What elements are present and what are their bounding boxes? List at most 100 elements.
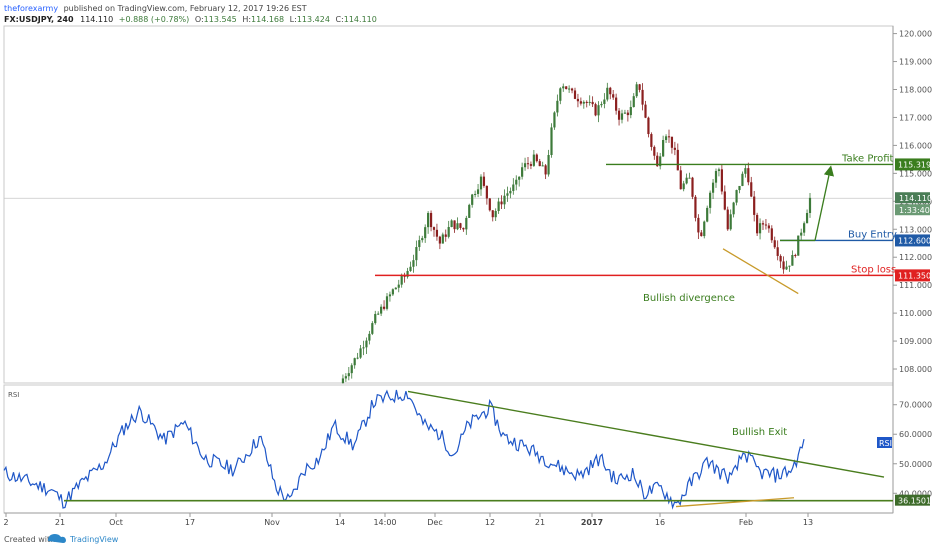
tradingview-logo-icon [48,534,66,543]
candle-body [450,220,453,227]
rsi-tick-label: 60.0000 [899,430,932,439]
time-tick-label: 13 [803,518,813,527]
ohlc-high-label: H: [242,15,251,24]
time-tick-label: 14:00 [373,518,396,527]
time-tick-label: Feb [739,518,753,527]
candle-body [703,221,706,237]
candle-body [682,183,685,190]
published-text: published on TradingView.com, February 1… [64,4,307,13]
candle-body [503,195,506,205]
candle-body [750,182,753,197]
candle-body [532,154,535,166]
candle-body [350,365,353,374]
rsi-series: Bullish Exit [3,389,893,510]
price-tick-label: 118.000 [899,85,932,94]
candle-body [562,86,565,89]
candle-body [371,323,374,334]
price-panel[interactable] [3,25,894,384]
candle-body [444,234,447,237]
price-tick-label: 120.000 [899,30,932,39]
header-line-1: theforexarmy published on TradingView.co… [4,4,307,13]
candle-body [653,146,656,156]
rsi-axis: 40.0000 50.0000 60.0000 70.0000 [893,401,932,498]
time-tick-label: Oct [109,518,123,527]
candle-body [747,168,750,183]
candle-body [591,101,594,105]
candle-body [403,275,406,277]
stop-loss-price-badge-text: 111.350 [898,271,931,280]
candle-body [620,113,624,120]
candle-body [600,103,603,106]
candle-body [526,163,530,165]
candle-body [406,270,409,277]
rsi-badge-label: RSI [879,439,892,448]
symbol-label: FX:USDJPY, 240 [4,15,74,24]
candle-body [550,127,553,156]
candle-body [441,234,444,244]
candle-body [368,333,371,341]
candle-body [758,223,762,234]
target-arrow [814,165,834,241]
rsi-badge-group: RSI RSI 36.1501 [8,391,931,506]
candle-body [576,98,580,102]
candle-body [397,284,400,288]
candle-body [385,296,389,309]
candle-body [782,261,785,270]
candle-body [788,265,791,267]
rsi-panel[interactable] [3,384,894,514]
tradingview-brand-link[interactable]: TradingView [69,535,119,544]
candle-body [491,210,494,218]
rsi-tick-label: 70.0000 [899,401,932,410]
countdown-text: 1:33:40 [899,206,930,215]
candle-body [353,358,356,366]
candle-body [717,169,721,171]
time-tick-label: 21 [535,518,545,527]
candle-body [391,289,394,295]
time-tick-label: Dec [427,518,442,527]
candle-body [720,169,723,192]
candle-body [603,99,606,104]
candle-body [547,155,550,175]
candle-body [673,147,676,150]
candle-body [711,182,715,193]
candle-body [500,201,503,205]
candle-body [685,177,688,184]
candle-body [638,84,641,90]
candle-body [479,176,483,190]
candle-body [738,185,741,191]
author-link[interactable]: theforexarmy [4,4,58,13]
candle-body [585,101,588,103]
candle-body [808,197,812,213]
header-line-2: FX:USDJPY, 240 114.110 +0.888 (+0.78%) O… [4,15,377,24]
candle-body [556,100,559,113]
candle-body [515,179,518,185]
last-price-badge: 114.110 1:33:40 [895,192,932,216]
rsi-divergence-trendline [675,497,795,508]
candle-body [656,155,659,167]
candle-body [709,192,712,208]
candle-body [714,170,718,183]
candle-body [573,90,577,99]
time-tick-label: 12 [485,518,495,527]
rsi-tick-label: 50.0000 [899,460,932,469]
candle-body [726,209,729,230]
rsi-resistance-trendline [407,390,885,478]
candle-body [588,101,591,103]
candle-body [409,266,412,271]
ohlc-high-value: 114.168 [251,15,284,24]
buy-entry-label: Buy Entry [848,229,897,240]
price-tick-label: 109.000 [899,337,932,346]
ohlc-open-label: O: [195,15,204,24]
candle-body [800,232,803,236]
candle-body [559,88,562,101]
candle-body [632,96,635,107]
candle-body [694,196,697,218]
candle-body [538,161,541,167]
time-axis: 2 21 Oct 17 Nov 14 14:00 Dec 12 21 2017 16 Feb 13 [3,513,813,527]
candle-body [659,156,662,167]
time-tick-label: 21 [55,518,65,527]
candle-body [732,202,735,215]
candle-body [512,184,515,191]
candle-body [494,210,497,218]
candle-body [609,87,612,95]
